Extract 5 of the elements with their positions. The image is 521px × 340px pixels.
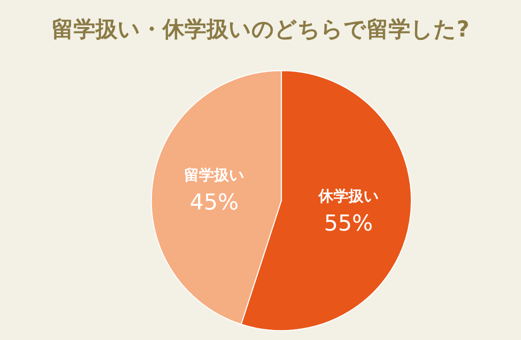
data-label: 55% [324, 212, 373, 237]
data-label: 45% [190, 190, 239, 216]
chart-title: 留学扱い・休学扱いのどちらで留学した? [52, 18, 470, 42]
slice-label: 留学扱い [184, 166, 244, 184]
slice-label: 休学扱い [318, 187, 379, 206]
